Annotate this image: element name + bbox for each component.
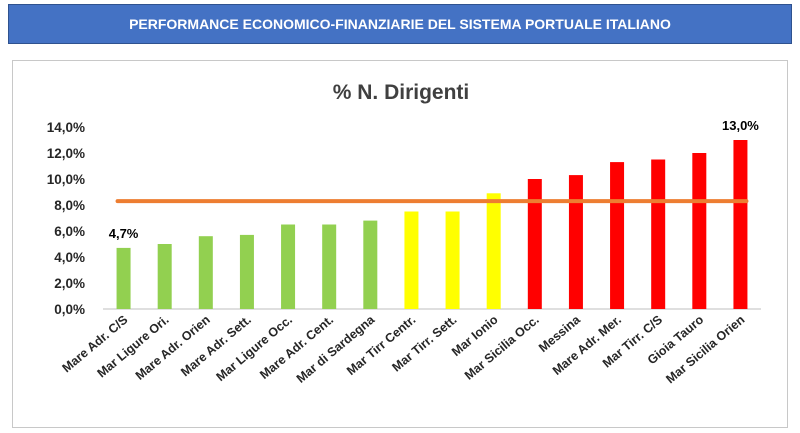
- bar: [692, 153, 707, 309]
- y-tick-label: 4,0%: [54, 250, 85, 265]
- data-labels: 4,7% 13,0%: [109, 118, 760, 241]
- data-label: 4,7%: [109, 226, 139, 241]
- bar: [404, 211, 419, 309]
- category-label: Mar Ligure Ori.: [95, 313, 172, 381]
- bar: [610, 162, 625, 309]
- bar: [445, 211, 460, 309]
- bar: [733, 140, 748, 309]
- category-label: Mar Sicilia Occ.: [462, 313, 542, 383]
- y-tick-label: 12,0%: [47, 146, 85, 161]
- y-tick-label: 8,0%: [54, 198, 85, 213]
- y-tick-label: 10,0%: [47, 172, 85, 187]
- header-title: PERFORMANCE ECONOMICO-FINANZIARIE DEL SI…: [129, 16, 671, 32]
- bar-chart: % N. Dirigenti 0,0% 2,0% 4,0% 6,0% 8,0% 10,0%…: [47, 81, 761, 386]
- bar: [322, 224, 337, 309]
- y-tick-label: 6,0%: [54, 224, 85, 239]
- bar: [568, 175, 583, 309]
- y-tick-label: 0,0%: [54, 302, 85, 317]
- bar: [157, 244, 172, 309]
- bar: [281, 224, 296, 309]
- chart-frame: % N. Dirigenti 0,0% 2,0% 4,0% 6,0% 8,0% 10,0%…: [12, 60, 788, 428]
- bar: [239, 234, 254, 309]
- category-label: Mare Adr. Orien: [133, 313, 213, 383]
- data-label: 13,0%: [722, 118, 759, 133]
- bar: [363, 220, 378, 309]
- bar: [486, 193, 501, 309]
- chart-title: % N. Dirigenti: [333, 81, 470, 104]
- bar: [198, 236, 213, 309]
- y-axis: 0,0% 2,0% 4,0% 6,0% 8,0% 10,0% 12,0% 14,0%: [47, 120, 85, 317]
- bar: [116, 247, 131, 309]
- bar: [527, 179, 542, 309]
- y-tick-label: 2,0%: [54, 276, 85, 291]
- bars: [116, 140, 748, 309]
- bar: [651, 159, 666, 309]
- header-banner: PERFORMANCE ECONOMICO-FINANZIARIE DEL SI…: [8, 4, 792, 44]
- category-label: Mare Adr. Sett.: [178, 313, 254, 380]
- y-tick-label: 14,0%: [47, 120, 85, 135]
- category-label: Mar Ligure Occ.: [214, 313, 295, 384]
